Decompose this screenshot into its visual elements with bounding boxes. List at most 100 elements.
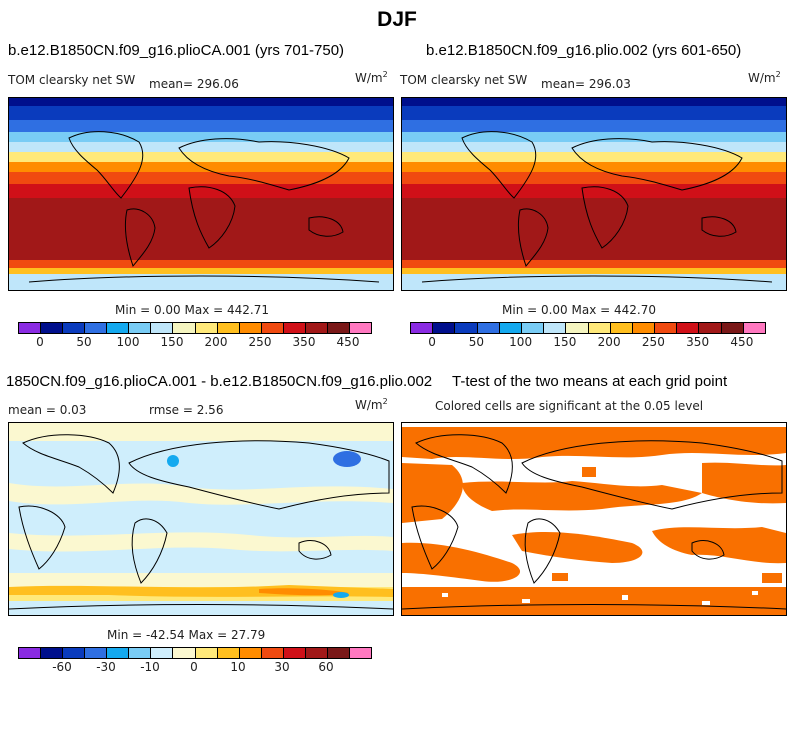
colorbar-tick-label: 250 bbox=[641, 335, 665, 349]
map-case1 bbox=[8, 97, 394, 291]
colorbar-swatch bbox=[283, 648, 306, 658]
colorbar-swatch bbox=[655, 323, 678, 333]
colorbar-swatch bbox=[588, 323, 611, 333]
colorbar-swatch bbox=[239, 323, 262, 333]
colorbar-tick-label: 0 bbox=[190, 660, 198, 674]
colorbar-swatch bbox=[63, 648, 86, 658]
colorbar-tick-label: -60 bbox=[52, 660, 72, 674]
minmax-case1: Min = 0.00 Max = 442.71 bbox=[115, 303, 269, 317]
colorbar-tick-label: 450 bbox=[730, 335, 754, 349]
units-label-case2: W/m2 bbox=[748, 70, 781, 85]
colorbar-swatch bbox=[261, 323, 284, 333]
panel-title-difference: 1850CN.f09_g16.plioCA.001 - b.e12.B1850C… bbox=[6, 373, 433, 390]
colorbar-swatch bbox=[129, 323, 152, 333]
colorbar-swatch bbox=[455, 323, 478, 333]
colorbar-swatch bbox=[677, 323, 700, 333]
colorbar-tick-label: 350 bbox=[292, 335, 316, 349]
colorbar-swatch bbox=[411, 323, 434, 333]
mean-label-case2: mean= 296.03 bbox=[541, 77, 631, 91]
colorbar-tick-label: 150 bbox=[160, 335, 184, 349]
variable-label-case1: TOM clearsky net SW bbox=[8, 73, 136, 87]
colorbar-tick-label: 150 bbox=[553, 335, 577, 349]
map-case2-field bbox=[402, 98, 786, 290]
colorbar-tick-label: 100 bbox=[509, 335, 533, 349]
colorbar-swatch bbox=[19, 323, 42, 333]
units-label-difference: W/m2 bbox=[355, 397, 388, 412]
colorbar-swatch bbox=[305, 323, 328, 333]
colorbar-swatch bbox=[632, 323, 656, 333]
colorbar-swatch bbox=[19, 648, 42, 658]
colorbar-swatch bbox=[327, 323, 350, 333]
colorbar-swatch bbox=[721, 323, 744, 333]
colorbar-swatch bbox=[151, 648, 174, 658]
colorbar-swatch bbox=[566, 323, 589, 333]
colorbar-swatch bbox=[129, 648, 152, 658]
mean-label-case1: mean= 296.06 bbox=[149, 77, 239, 91]
colorbar-tick-label: 60 bbox=[318, 660, 334, 674]
colorbar-swatch bbox=[173, 648, 196, 658]
colorbar-swatch bbox=[217, 648, 240, 658]
colorbar-swatch bbox=[217, 323, 240, 333]
colorbar-swatch bbox=[544, 323, 567, 333]
colorbar-swatch bbox=[433, 323, 456, 333]
colorbar-swatch bbox=[173, 323, 196, 333]
colorbar-labels-difference: -60 -30 -10 0 10 30 60 bbox=[18, 660, 370, 674]
colorbar-tick-label: 100 bbox=[116, 335, 140, 349]
colorbar-swatch bbox=[151, 323, 174, 333]
colorbar-difference bbox=[18, 647, 372, 659]
colorbar-swatch bbox=[349, 323, 371, 333]
map-ttest bbox=[401, 422, 787, 616]
colorbar-labels-case2: 0 50 100 150 200 250 350 450 bbox=[410, 335, 764, 349]
map-case2 bbox=[401, 97, 787, 291]
minmax-difference: Min = -42.54 Max = 27.79 bbox=[107, 628, 266, 642]
colorbar-tick-label: 250 bbox=[248, 335, 272, 349]
colorbar-swatch bbox=[743, 323, 765, 333]
colorbar-tick-label: 50 bbox=[76, 335, 92, 349]
colorbar-swatch bbox=[41, 648, 64, 658]
rmse-label-difference: rmse = 2.56 bbox=[149, 403, 224, 417]
colorbar-labels-case1: 0 50 100 150 200 250 350 450 bbox=[18, 335, 370, 349]
subtitle-ttest: Colored cells are significant at the 0.0… bbox=[435, 399, 704, 413]
colorbar-swatch bbox=[305, 648, 328, 658]
map-difference bbox=[8, 422, 394, 616]
colorbar-tick-label: 350 bbox=[686, 335, 710, 349]
variable-label-case2: TOM clearsky net SW bbox=[400, 73, 528, 87]
colorbar-swatch bbox=[63, 323, 86, 333]
colorbar-swatch bbox=[521, 323, 545, 333]
colorbar-swatch bbox=[261, 648, 284, 658]
map-case1-field bbox=[9, 98, 393, 290]
colorbar-tick-label: 200 bbox=[597, 335, 621, 349]
map-difference-field bbox=[9, 423, 393, 615]
colorbar-swatch bbox=[41, 323, 64, 333]
colorbar-swatch bbox=[107, 323, 130, 333]
map-ttest-field bbox=[402, 427, 786, 615]
colorbar-tick-label: -10 bbox=[140, 660, 160, 674]
colorbar-swatch bbox=[85, 648, 108, 658]
colorbar-swatch bbox=[283, 323, 306, 333]
colorbar-tick-label: -30 bbox=[96, 660, 116, 674]
colorbar-tick-label: 30 bbox=[274, 660, 290, 674]
panel-title-case2: b.e12.B1850CN.f09_g16.plio.002 (yrs 601-… bbox=[426, 42, 742, 59]
colorbar-swatch bbox=[107, 648, 130, 658]
colorbar-swatch bbox=[327, 648, 350, 658]
colorbar-tick-label: 50 bbox=[468, 335, 485, 349]
mean-label-difference: mean = 0.03 bbox=[8, 403, 87, 417]
panel-title-ttest: T-test of the two means at each grid poi… bbox=[452, 373, 728, 390]
colorbar-swatch bbox=[610, 323, 633, 333]
minmax-case2: Min = 0.00 Max = 442.70 bbox=[502, 303, 656, 317]
colorbar-tick-label: 200 bbox=[204, 335, 228, 349]
colorbar-case2 bbox=[410, 322, 766, 334]
colorbar-tick-label: 0 bbox=[428, 335, 436, 349]
colorbar-swatch bbox=[195, 323, 218, 333]
colorbar-swatch bbox=[499, 323, 522, 333]
colorbar-tick-label: 10 bbox=[230, 660, 246, 674]
colorbar-swatch bbox=[85, 323, 108, 333]
colorbar-case1 bbox=[18, 322, 372, 334]
colorbar-swatch bbox=[477, 323, 500, 333]
colorbar-tick-label: 450 bbox=[336, 335, 360, 349]
figure-title: DJF bbox=[377, 8, 417, 31]
colorbar-swatch bbox=[699, 323, 722, 333]
colorbar-tick-label: 0 bbox=[36, 335, 44, 349]
colorbar-swatch bbox=[195, 648, 218, 658]
colorbar-swatch bbox=[239, 648, 262, 658]
